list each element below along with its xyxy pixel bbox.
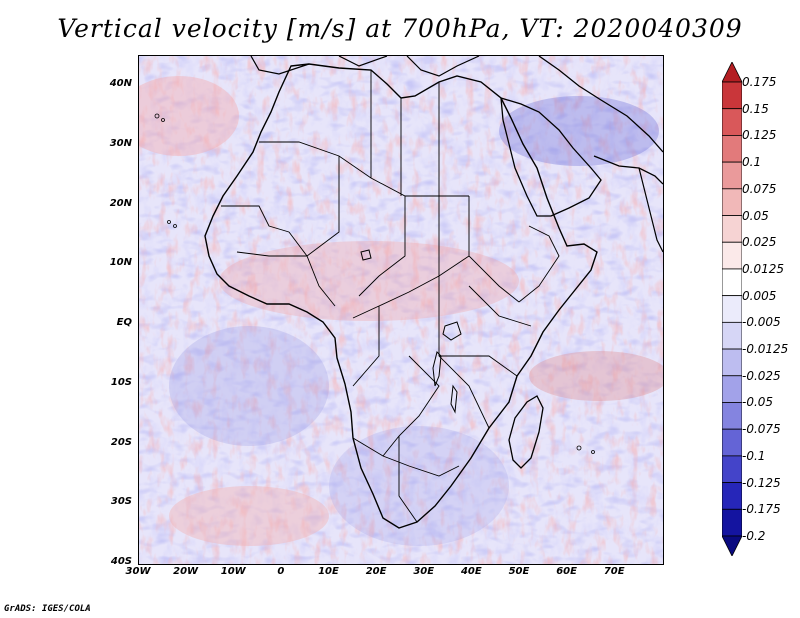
colorbar-swatch [722, 321, 742, 350]
arabia-outline [500, 97, 602, 217]
madagascar-outline [508, 395, 544, 469]
north-atlantic-ascent [139, 76, 239, 156]
lon-tick-label: 50E [508, 566, 530, 577]
map-panel [138, 55, 664, 565]
colorbar-label: 0.05 [742, 208, 769, 223]
lake-malawi [450, 384, 458, 414]
colorbar-swatch [722, 402, 742, 430]
colorbar-swatch [722, 188, 742, 216]
lat-tick-label: 10S [110, 376, 132, 388]
colorbar-label: 0.005 [742, 288, 777, 303]
island [173, 224, 177, 228]
colorbar-swatch [722, 62, 742, 83]
india-coastline [638, 167, 663, 253]
lon-tick-label: 20W [173, 566, 199, 577]
colorbar-label: 0.175 [742, 75, 777, 89]
lat-tick-label: 30N [109, 137, 132, 149]
lat-tick-label: 20S [110, 436, 132, 448]
colorbar-label: -0.125 [742, 475, 781, 490]
colorbar-swatch [722, 428, 742, 457]
map-canvas [139, 56, 663, 564]
lon-tick-label: 30E [413, 566, 435, 577]
island [591, 450, 595, 454]
island [161, 118, 165, 122]
europe-coastline [250, 56, 480, 77]
lat-tick-label: 40S [110, 556, 132, 567]
colorbar-swatch [722, 81, 742, 110]
southern-africa-descent [329, 426, 509, 546]
lon-tick-label: 10W [220, 566, 246, 577]
island [167, 220, 171, 224]
colorbar-label: -0.0125 [742, 342, 789, 357]
colorbar-label: -0.175 [742, 502, 781, 517]
colorbar-swatch [722, 215, 742, 243]
colorbar-swatch [722, 108, 742, 136]
colorbar-label: -0.075 [742, 422, 781, 437]
lon-tick-label: 10E [318, 566, 339, 577]
lon-tick-label: 0 [277, 566, 285, 577]
island [576, 445, 582, 451]
country-borders [221, 70, 560, 523]
colorbar-label: -0.025 [742, 368, 781, 383]
colorbar-label: 0.0125 [742, 261, 784, 276]
lat-tick-label: 20N [109, 197, 132, 209]
lon-tick-label: 40E [460, 566, 482, 577]
colorbar-swatch [722, 161, 742, 190]
colorbar-swatch [722, 455, 742, 483]
colorbar-swatch [722, 295, 742, 323]
lat-tick-label: 10N [109, 257, 132, 269]
colorbar-swatch [722, 348, 742, 377]
lon-tick-label: 30W [125, 566, 151, 577]
colorbar-label: -0.2 [742, 529, 766, 543]
credit-text: GrADS: IGES/COLA [4, 604, 91, 614]
itcz-ascent-band [219, 241, 519, 321]
colorbar-label: -0.05 [742, 395, 774, 410]
colorbar-label: 0.125 [742, 128, 777, 143]
lon-tick-label: 60E [556, 566, 577, 577]
colorbar-label: 0.025 [742, 235, 777, 250]
africa-coastline [204, 63, 598, 529]
colorbar-label: -0.005 [742, 315, 781, 330]
lake-tanganyika [432, 351, 442, 387]
colorbar-label: 0.15 [742, 101, 769, 116]
colorbar-label: -0.1 [742, 448, 766, 463]
lake-victoria [442, 321, 462, 341]
lat-tick-label: 40N [109, 78, 132, 89]
middle-east-pattern [499, 96, 659, 166]
colorbar-swatch [722, 241, 742, 270]
chart-title: Vertical velocity [m/s] at 700hPa, VT: 2… [57, 14, 743, 43]
colorbar-swatch [722, 508, 742, 537]
colorbar-swatch [722, 482, 742, 510]
south-atlantic-descent [169, 326, 329, 446]
lat-tick-label: EQ [116, 317, 132, 328]
lake-chad [360, 249, 372, 261]
indian-ocean-ascent [529, 351, 663, 401]
colorbar-label: 0.1 [742, 155, 762, 170]
lat-tick-label: 30S [110, 496, 132, 508]
colorbar-label: 0.075 [742, 181, 777, 196]
lon-tick-label: 70E [603, 566, 625, 577]
colorbar-swatch [722, 375, 742, 403]
lon-tick-label: 20E [365, 566, 387, 577]
colorbar-swatch [722, 535, 742, 556]
colorbar-swatch [722, 268, 742, 297]
colorbar [722, 62, 742, 556]
colorbar-swatch [722, 135, 742, 163]
island [154, 113, 160, 119]
south-atlantic-ascent [169, 486, 329, 546]
